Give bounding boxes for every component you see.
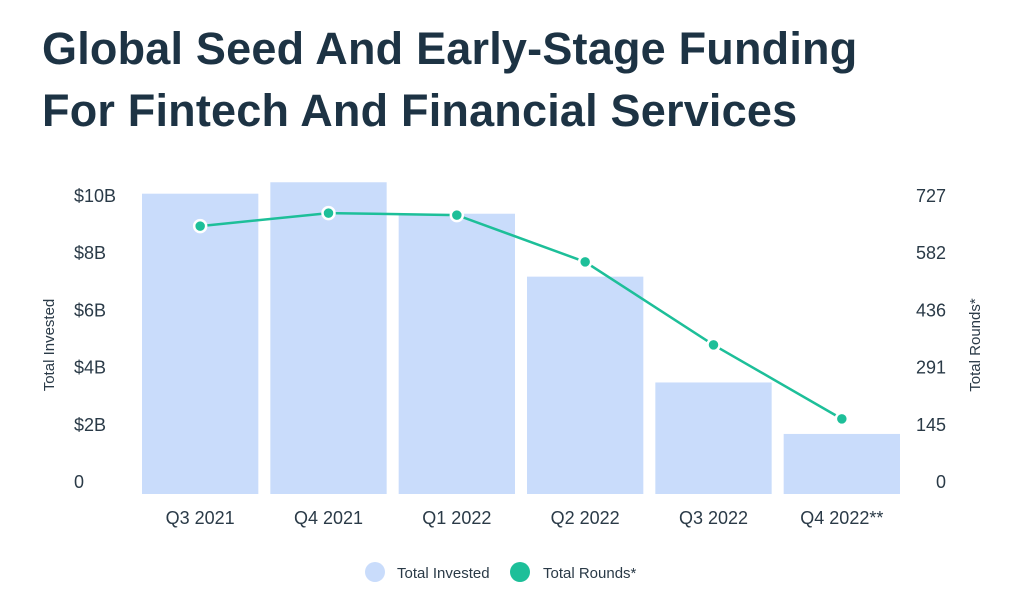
rounds-point	[321, 205, 336, 221]
rounds-line	[192, 205, 850, 427]
chart-title: Global Seed And Early-Stage Funding For …	[42, 18, 857, 142]
rounds-line-path	[200, 211, 843, 420]
y-tick-label: $4B	[74, 358, 106, 378]
bars	[142, 182, 900, 494]
legend-swatch-total-invested	[365, 562, 385, 582]
x-tick-label: Q4 2022**	[800, 508, 883, 528]
y2-tick-label: 145	[916, 415, 946, 435]
y-axis-label: Total Invested	[41, 299, 58, 392]
bar-q3-2022	[655, 382, 772, 494]
x-tick-label: Q1 2022	[422, 508, 491, 528]
legend-label-total-rounds: Total Rounds*	[543, 565, 637, 582]
rounds-point	[834, 411, 850, 427]
legend: Total Invested Total Rounds*	[365, 562, 637, 582]
y2-tick-label: 291	[916, 358, 946, 378]
legend-label-total-invested: Total Invested	[397, 565, 490, 582]
bar-q1-2022	[398, 213, 515, 494]
y2-tick-label: 582	[916, 243, 946, 263]
y-tick-label: $10B	[74, 186, 116, 206]
rounds-point	[192, 218, 208, 234]
bar-q2-2022	[527, 276, 644, 494]
x-tick-label: Q2 2022	[551, 508, 620, 528]
x-tick-label: Q3 2021	[166, 508, 235, 528]
bar-q3-2021	[142, 193, 259, 494]
y-tick-label: 0	[74, 472, 84, 492]
title-line-2: For Fintech And Financial Services	[42, 85, 798, 136]
y2-tick-label: 436	[916, 300, 946, 320]
left-axis-ticks: 0 $2B $4B $6B $8B $10B	[74, 186, 116, 492]
x-tick-label: Q4 2021	[294, 508, 363, 528]
right-axis-ticks: 0 145 291 436 582 727	[916, 186, 946, 492]
y2-tick-label: 727	[916, 186, 946, 206]
x-axis-ticks: Q3 2021 Q4 2021 Q1 2022 Q2 2022 Q3 2022 Q4 20…	[166, 508, 884, 528]
y-tick-label: $6B	[74, 300, 106, 320]
x-tick-label: Q3 2022	[679, 508, 748, 528]
legend-swatch-total-rounds	[510, 562, 530, 582]
y-tick-label: $2B	[74, 415, 106, 435]
rounds-point	[577, 254, 593, 270]
bar-q4-2022	[783, 433, 900, 494]
y-tick-label: $8B	[74, 243, 106, 263]
y2-axis-label: Total Rounds*	[967, 298, 984, 392]
y2-tick-label: 0	[936, 472, 946, 492]
rounds-point	[449, 207, 465, 223]
title-line-1: Global Seed And Early-Stage Funding	[42, 23, 858, 74]
bar-q4-2021	[270, 182, 387, 494]
rounds-point	[706, 337, 721, 353]
